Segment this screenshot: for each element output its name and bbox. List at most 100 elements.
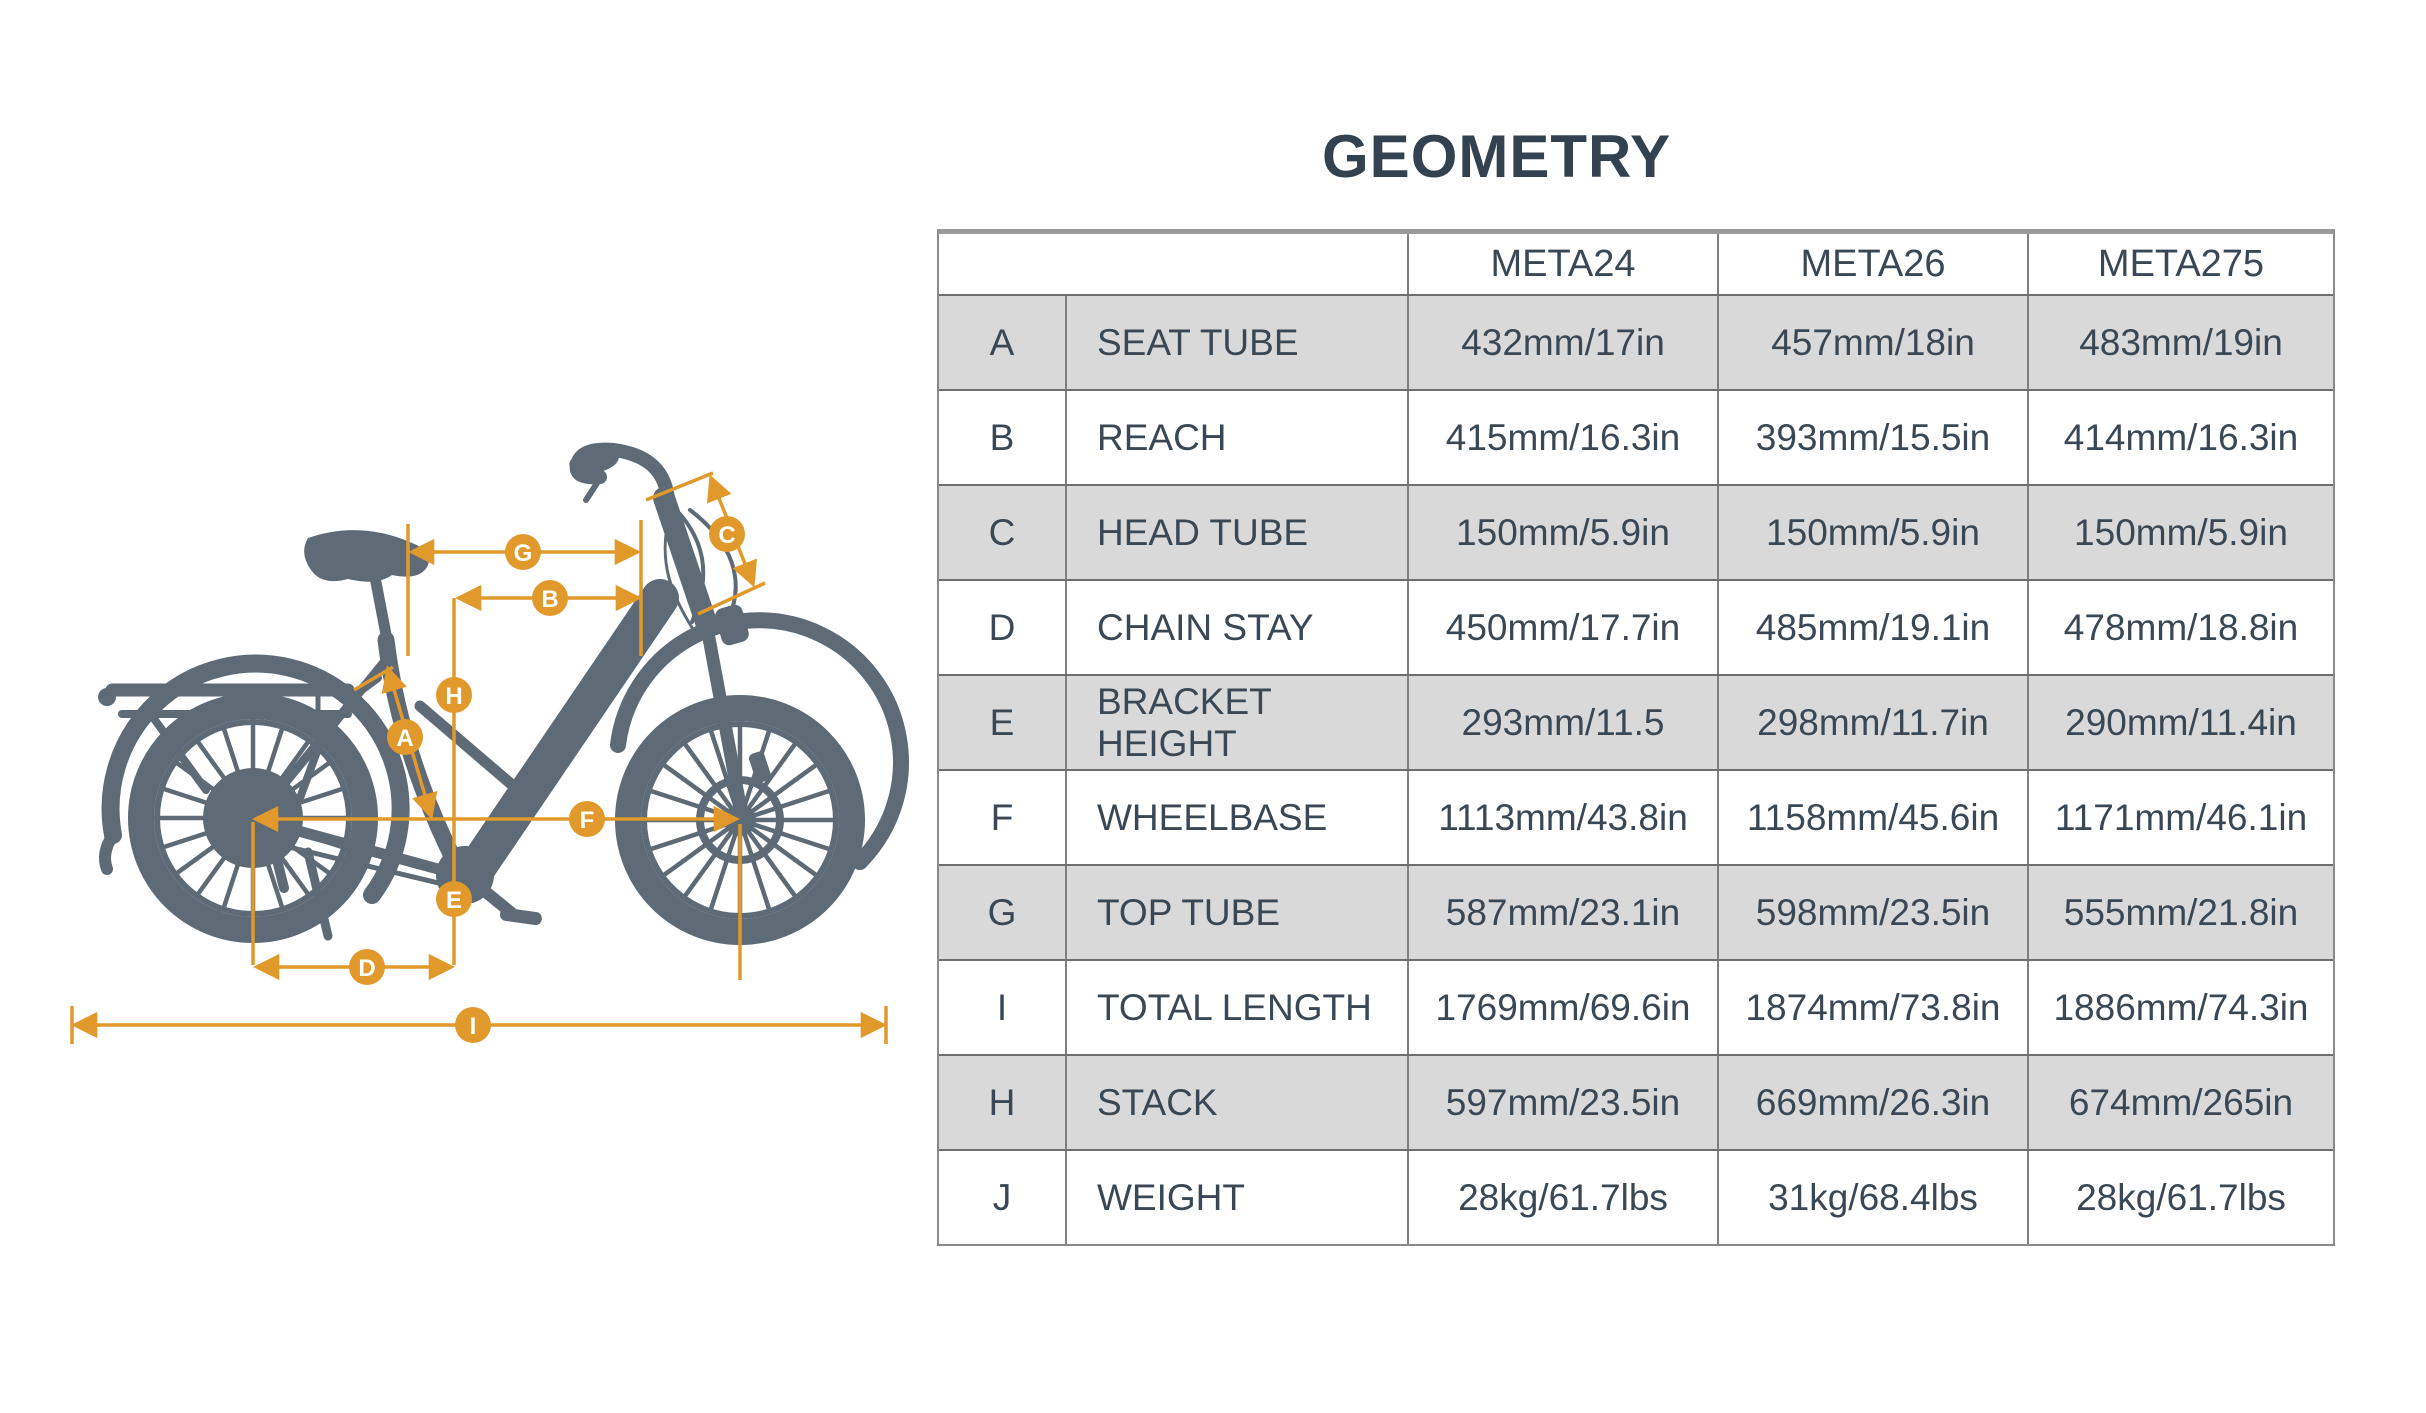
dimension-letter-badges: G B C A H F E <box>349 516 745 1043</box>
header-spacer-cell <box>939 234 1407 294</box>
svg-text:F: F <box>580 807 595 834</box>
badge-A: A <box>387 719 423 755</box>
column-header-meta24: META24 <box>1407 234 1717 294</box>
cell-value: 150mm/5.9in <box>1407 486 1717 579</box>
bike-silhouette <box>98 442 909 945</box>
cable-2 <box>678 512 706 624</box>
badge-D: D <box>349 949 385 985</box>
cell-value: 290mm/11.4in <box>2027 676 2333 769</box>
row-label: WEIGHT <box>1065 1151 1407 1244</box>
table-row: B REACH 415mm/16.3in 393mm/15.5in 414mm/… <box>939 389 2333 484</box>
badge-B: B <box>532 580 568 616</box>
row-letter: J <box>992 1176 1012 1218</box>
row-letter: G <box>987 891 1017 933</box>
cell-value: 587mm/23.1in <box>1407 866 1717 959</box>
badge-I: I <box>455 1007 491 1043</box>
row-label: TOP TUBE <box>1065 866 1407 959</box>
table-row: I TOTAL LENGTH 1769mm/69.6in 1874mm/73.8… <box>939 959 2333 1054</box>
table-row: F WHEELBASE 1113mm/43.8in 1158mm/45.6in … <box>939 769 2333 864</box>
cell-value: 393mm/15.5in <box>1717 391 2027 484</box>
dim-tick-C-top <box>645 471 714 502</box>
cell-value: 483mm/19in <box>2027 296 2333 389</box>
row-letter: A <box>989 321 1015 363</box>
page-title: GEOMETRY <box>1322 123 1672 190</box>
cell-value: 674mm/265in <box>2027 1056 2333 1149</box>
table-row: D CHAIN STAY 450mm/17.7in 485mm/19.1in 4… <box>939 579 2333 674</box>
row-letter: E <box>989 701 1015 743</box>
cell-value: 150mm/5.9in <box>2027 486 2333 579</box>
rear-mudflap <box>99 829 119 875</box>
brake-lever <box>583 474 604 503</box>
table-row: E BRACKET HEIGHT 293mm/11.5 298mm/11.7in… <box>939 674 2333 769</box>
table-row: C HEAD TUBE 150mm/5.9in 150mm/5.9in 150m… <box>939 484 2333 579</box>
cell-value: 1158mm/45.6in <box>1717 771 2027 864</box>
front-light <box>715 604 749 646</box>
kickstand <box>303 847 333 941</box>
row-label: STACK <box>1065 1056 1407 1149</box>
row-letter: B <box>989 416 1015 458</box>
geometry-table: META24 META26 META275 A SEAT TUBE 432mm/… <box>937 229 2335 1246</box>
cell-value: 1113mm/43.8in <box>1407 771 1717 864</box>
row-label: CHAIN STAY <box>1065 581 1407 674</box>
row-letter: D <box>988 606 1016 648</box>
cell-value: 293mm/11.5 <box>1407 676 1717 769</box>
table-header-row: META24 META26 META275 <box>939 234 2333 294</box>
cell-value: 555mm/21.8in <box>2027 866 2333 959</box>
svg-text:B: B <box>541 586 558 613</box>
badge-E: E <box>436 881 472 917</box>
cell-value: 1886mm/74.3in <box>2027 961 2333 1054</box>
column-header-meta275: META275 <box>2027 234 2333 294</box>
cell-value: 1769mm/69.6in <box>1407 961 1717 1054</box>
row-letter: C <box>988 511 1016 553</box>
table-row: J WEIGHT 28kg/61.7lbs 31kg/68.4lbs 28kg/… <box>939 1149 2333 1244</box>
svg-text:A: A <box>396 725 413 752</box>
row-label: HEAD TUBE <box>1065 486 1407 579</box>
cable-3 <box>663 510 702 642</box>
row-letter: H <box>988 1081 1016 1123</box>
svg-text:G: G <box>514 540 533 567</box>
row-label: WHEELBASE <box>1065 771 1407 864</box>
svg-text:D: D <box>358 955 375 982</box>
row-label: REACH <box>1065 391 1407 484</box>
cell-value: 28kg/61.7lbs <box>1407 1151 1717 1244</box>
grip <box>569 448 619 474</box>
cell-value: 1874mm/73.8in <box>1717 961 2027 1054</box>
badge-C: C <box>709 516 745 552</box>
fork <box>699 615 749 823</box>
front-fender <box>610 612 909 870</box>
cell-value: 1171mm/46.1in <box>2027 771 2333 864</box>
cell-value: 485mm/19.1in <box>1717 581 2027 674</box>
cell-value: 478mm/18.8in <box>2027 581 2333 674</box>
dim-tick-C-bottom <box>697 581 766 616</box>
saddle <box>304 530 429 582</box>
cell-value: 150mm/5.9in <box>1717 486 2027 579</box>
cell-value: 457mm/18in <box>1717 296 2027 389</box>
row-label: BRACKET HEIGHT <box>1065 676 1407 769</box>
cell-value: 598mm/23.5in <box>1717 866 2027 959</box>
dim-tick-A <box>353 665 394 692</box>
cell-value: 669mm/26.3in <box>1717 1056 2027 1149</box>
svg-text:I: I <box>470 1013 477 1040</box>
row-letter: I <box>996 986 1008 1028</box>
table-row: A SEAT TUBE 432mm/17in 457mm/18in 483mm/… <box>939 294 2333 389</box>
row-label: SEAT TUBE <box>1065 296 1407 389</box>
row-letter: F <box>990 796 1014 838</box>
svg-text:E: E <box>446 887 462 914</box>
cell-value: 298mm/11.7in <box>1717 676 2027 769</box>
cell-value: 415mm/16.3in <box>1407 391 1717 484</box>
derailleur <box>267 835 289 893</box>
badge-G: G <box>505 534 541 570</box>
svg-text:C: C <box>718 522 735 549</box>
cell-value: 450mm/17.7in <box>1407 581 1717 674</box>
row-label: TOTAL LENGTH <box>1065 961 1407 1054</box>
table-row: H STACK 597mm/23.5in 669mm/26.3in 674mm/… <box>939 1054 2333 1149</box>
badge-F: F <box>569 801 605 837</box>
pedal <box>500 907 542 926</box>
table-row: G TOP TUBE 587mm/23.1in 598mm/23.5in 555… <box>939 864 2333 959</box>
cell-value: 28kg/61.7lbs <box>2027 1151 2333 1244</box>
cell-value: 597mm/23.5in <box>1407 1056 1717 1149</box>
svg-text:H: H <box>445 683 462 710</box>
cell-value: 414mm/16.3in <box>2027 391 2333 484</box>
